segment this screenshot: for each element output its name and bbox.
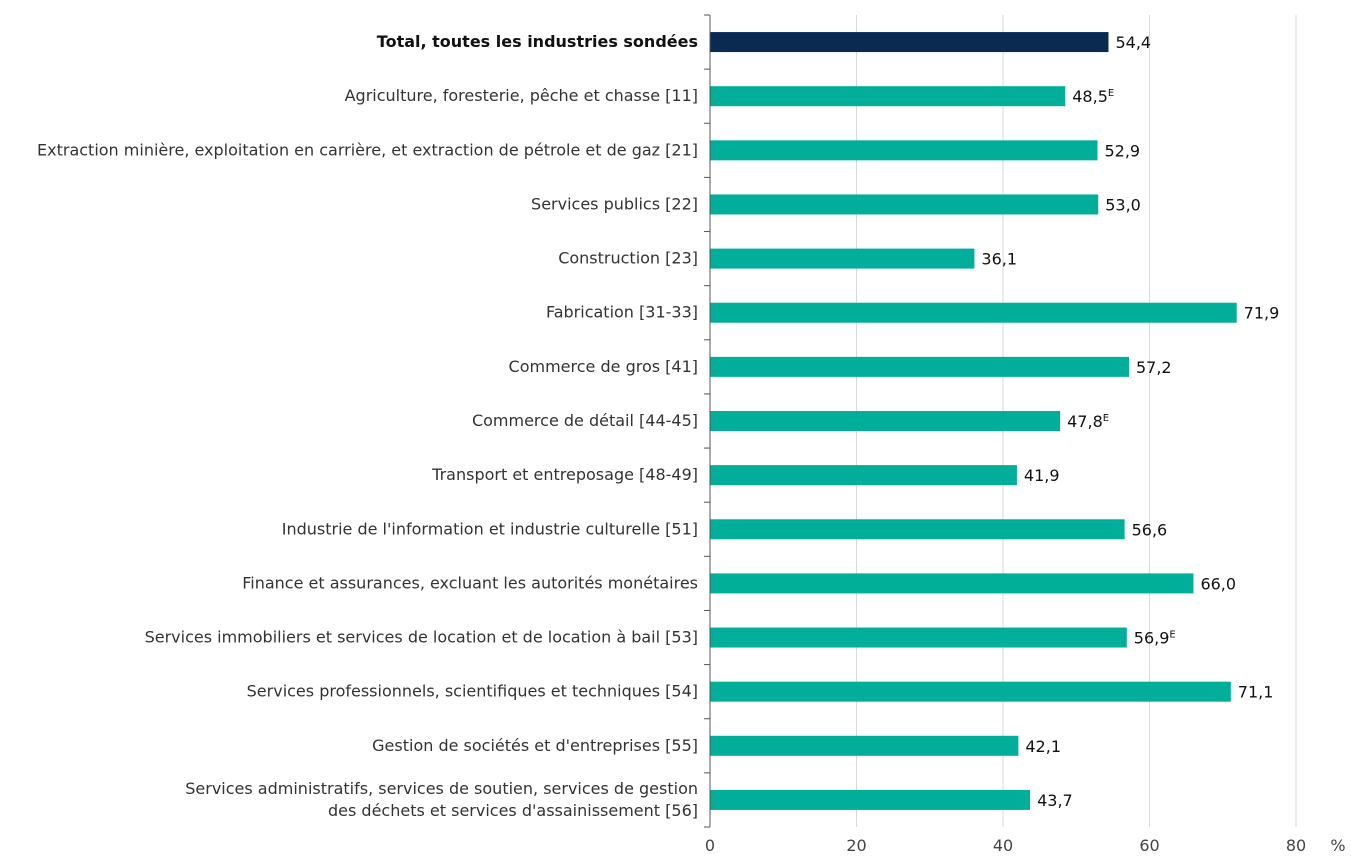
data-label-value: 41,9 [1024,466,1060,485]
x-tick-label: 40 [993,836,1013,855]
x-tick-label: 20 [846,836,866,855]
category-label: Industrie de l'information et industrie … [282,519,698,538]
category-label-line: Construction [23] [558,249,698,268]
x-tick-label: 0 [705,836,715,855]
category-label-line: Total, toutes les industries sondées [377,32,698,51]
bar [710,411,1061,431]
data-label-value: 48,5 [1072,87,1108,106]
bar [710,140,1098,161]
category-label-line: Industrie de l'information et industrie … [282,519,698,538]
data-label: 36,1 [981,250,1017,269]
category-label: Services immobiliers et services de loca… [145,628,698,647]
data-label: 48,5E [1072,87,1114,106]
category-label: Fabrication [31-33] [546,303,698,322]
category-label-line: Fabrication [31-33] [546,303,698,322]
category-label-line: Commerce de gros [41] [509,357,698,376]
data-label: 47,8E [1067,412,1109,431]
data-label-flag: E [1103,413,1109,424]
bar [710,735,1019,756]
data-label: 57,2 [1136,358,1172,377]
category-label: Services administratifs, services de sou… [185,779,698,820]
category-label: Finance et assurances, excluant les auto… [242,573,698,592]
data-label-value: 71,9 [1244,304,1280,323]
bar-total [710,32,1109,53]
data-label: 42,1 [1025,737,1061,756]
bar [710,356,1129,377]
bar [710,681,1231,702]
data-label: 52,9 [1104,141,1140,160]
category-label: Commerce de gros [41] [509,357,698,376]
data-label-value: 56,9 [1134,629,1170,648]
bars [710,32,1237,810]
category-label: Gestion de sociétés et d'entreprises [55… [372,736,698,755]
bar [710,627,1127,648]
data-label-value: 42,1 [1025,737,1061,756]
data-label-value: 43,7 [1037,791,1073,810]
data-label-value: 52,9 [1104,141,1140,160]
category-label-line: Commerce de détail [44-45] [472,411,698,430]
category-label: Construction [23] [558,249,698,268]
data-label: 41,9 [1024,466,1060,485]
bar [710,789,1031,810]
category-label: Services publics [22] [531,194,698,213]
data-label-value: 54,4 [1115,33,1151,52]
category-label: Total, toutes les industries sondées [377,32,698,51]
bar [710,573,1194,594]
value-labels: 54,448,5E52,953,036,171,957,247,8E41,956… [981,33,1279,810]
bar [710,194,1099,215]
data-label-flag: E [1169,630,1175,641]
category-label-line: Agriculture, foresterie, pêche et chasse… [345,86,698,105]
data-label: 71,9 [1244,304,1280,323]
data-label-value: 53,0 [1105,195,1141,214]
data-label: 43,7 [1037,791,1073,810]
category-label-line: des déchets et services d'assainissement… [328,801,698,820]
category-labels: Total, toutes les industries sondées Agri… [37,32,698,820]
data-label-value: 71,1 [1238,683,1274,702]
data-label: 54,4 [1115,33,1151,52]
category-label: Agriculture, foresterie, pêche et chasse… [345,86,698,105]
bar [710,248,975,269]
data-label-value: 56,6 [1132,520,1168,539]
category-label-line: Services publics [22] [531,194,698,213]
category-label: Services professionnels, scientifiques e… [247,682,698,701]
category-label: Commerce de détail [44-45] [472,411,698,430]
data-label: 71,1 [1238,683,1274,702]
x-axis-unit: % [1330,836,1345,855]
x-axis-ticks: 0 20 40 60 80% [705,836,1346,855]
bar [710,302,1237,323]
data-label: 56,9E [1134,629,1176,648]
category-label: Transport et entreposage [48-49] [431,465,698,484]
category-label-line: Gestion de sociétés et d'entreprises [55… [372,736,698,755]
category-label-line: Extraction minière, exploitation en carr… [37,140,698,159]
category-axis [704,14,711,828]
data-label-flag: E [1108,88,1114,99]
category-label-line: Finance et assurances, excluant les auto… [242,573,698,592]
data-label-value: 36,1 [981,250,1017,269]
data-label: 66,0 [1200,574,1236,593]
data-label-value: 57,2 [1136,358,1172,377]
data-label-value: 47,8 [1067,412,1103,431]
data-label-value: 66,0 [1200,574,1236,593]
category-label: Extraction minière, exploitation en carr… [37,140,698,159]
bar [710,465,1017,486]
data-label: 56,6 [1132,520,1168,539]
category-label-line: Transport et entreposage [48-49] [431,465,698,484]
category-label-line: Services immobiliers et services de loca… [145,628,698,647]
category-label-line: Services administratifs, services de sou… [185,779,698,798]
x-tick-label: 80 [1286,836,1306,855]
bar [710,86,1066,107]
x-tick-label: 60 [1139,836,1159,855]
bar [710,519,1125,540]
data-label: 53,0 [1105,195,1141,214]
category-label-line: Services professionnels, scientifiques e… [247,682,698,701]
